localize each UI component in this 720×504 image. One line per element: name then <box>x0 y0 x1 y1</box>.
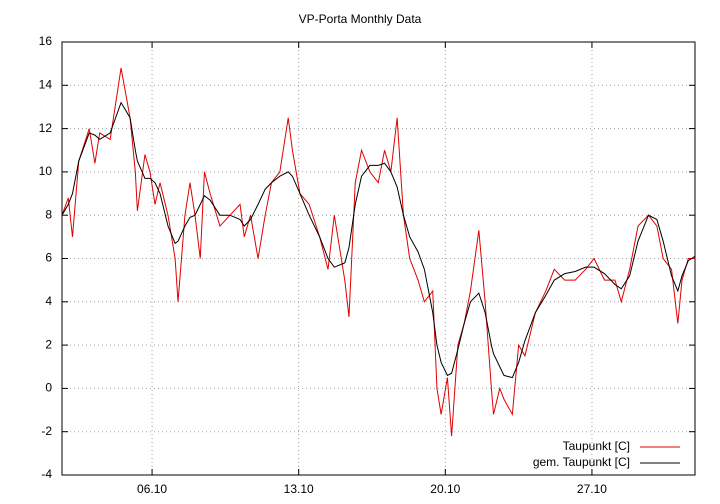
x-tick-label: 13.10 <box>284 482 314 496</box>
x-tick-label: 27.10 <box>577 482 607 496</box>
x-tick-label: 06.10 <box>137 482 167 496</box>
chart-title: VP-Porta Monthly Data <box>299 12 422 26</box>
y-tick-label: 14 <box>39 77 53 91</box>
y-tick-label: 0 <box>45 381 52 395</box>
x-tick-label: 20.10 <box>430 482 460 496</box>
y-tick-label: 6 <box>45 251 52 265</box>
y-tick-label: -2 <box>41 424 52 438</box>
data-line <box>61 101 696 379</box>
y-tick-label: 2 <box>45 337 52 351</box>
y-tick-label: 8 <box>45 207 52 221</box>
y-tick-label: 10 <box>39 164 53 178</box>
legend-label: Taupunkt [C] <box>563 439 630 453</box>
data-line <box>61 67 695 437</box>
y-tick-label: 16 <box>39 34 53 48</box>
y-tick-label: 12 <box>39 121 53 135</box>
y-tick-label: 4 <box>45 294 52 308</box>
y-tick-label: -4 <box>41 467 52 481</box>
legend-label: gem. Taupunkt [C] <box>533 455 630 469</box>
